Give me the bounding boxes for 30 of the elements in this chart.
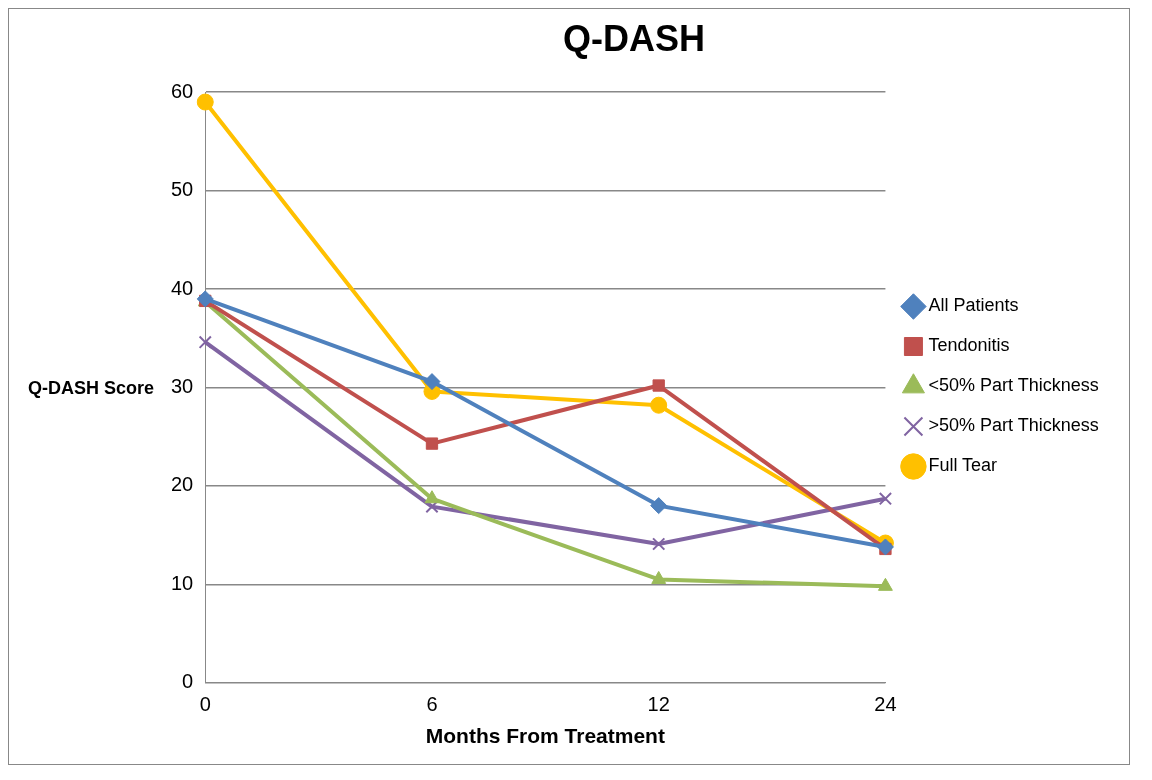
point [425,437,439,450]
point [424,490,440,504]
y-tick-label: 10 [171,571,194,594]
legend-label: All Patients [928,295,1019,316]
point [652,379,665,392]
y-axis-title: Q-DASH Score [27,378,155,399]
y-tick-label: 0 [182,670,194,693]
x-axis-title: Months From Treatment [425,724,665,748]
x-tick-label: 0 [199,693,211,716]
point [876,538,894,556]
chart-title: Q-DASH [563,17,705,59]
point [878,492,893,506]
point [652,537,666,551]
point [196,93,214,111]
legend-label: >50% Part Thickness [928,415,1099,436]
legend-label: <50% Part Thickness [928,375,1099,396]
point [198,335,212,349]
x-tick-label: 6 [426,693,438,716]
y-tick-label: 30 [171,375,194,398]
x-tick-label: 24 [874,693,897,716]
legend-label: Full Tear [928,455,998,476]
point [650,497,668,515]
y-tick-label: 50 [171,178,194,201]
point [423,373,441,391]
y-tick-label: 60 [171,79,194,102]
legend-label: Tendonitis [928,335,1010,356]
x-tick-label: 12 [647,693,670,716]
point [650,396,668,414]
y-tick-label: 40 [171,276,194,299]
y-tick-label: 20 [171,473,194,496]
